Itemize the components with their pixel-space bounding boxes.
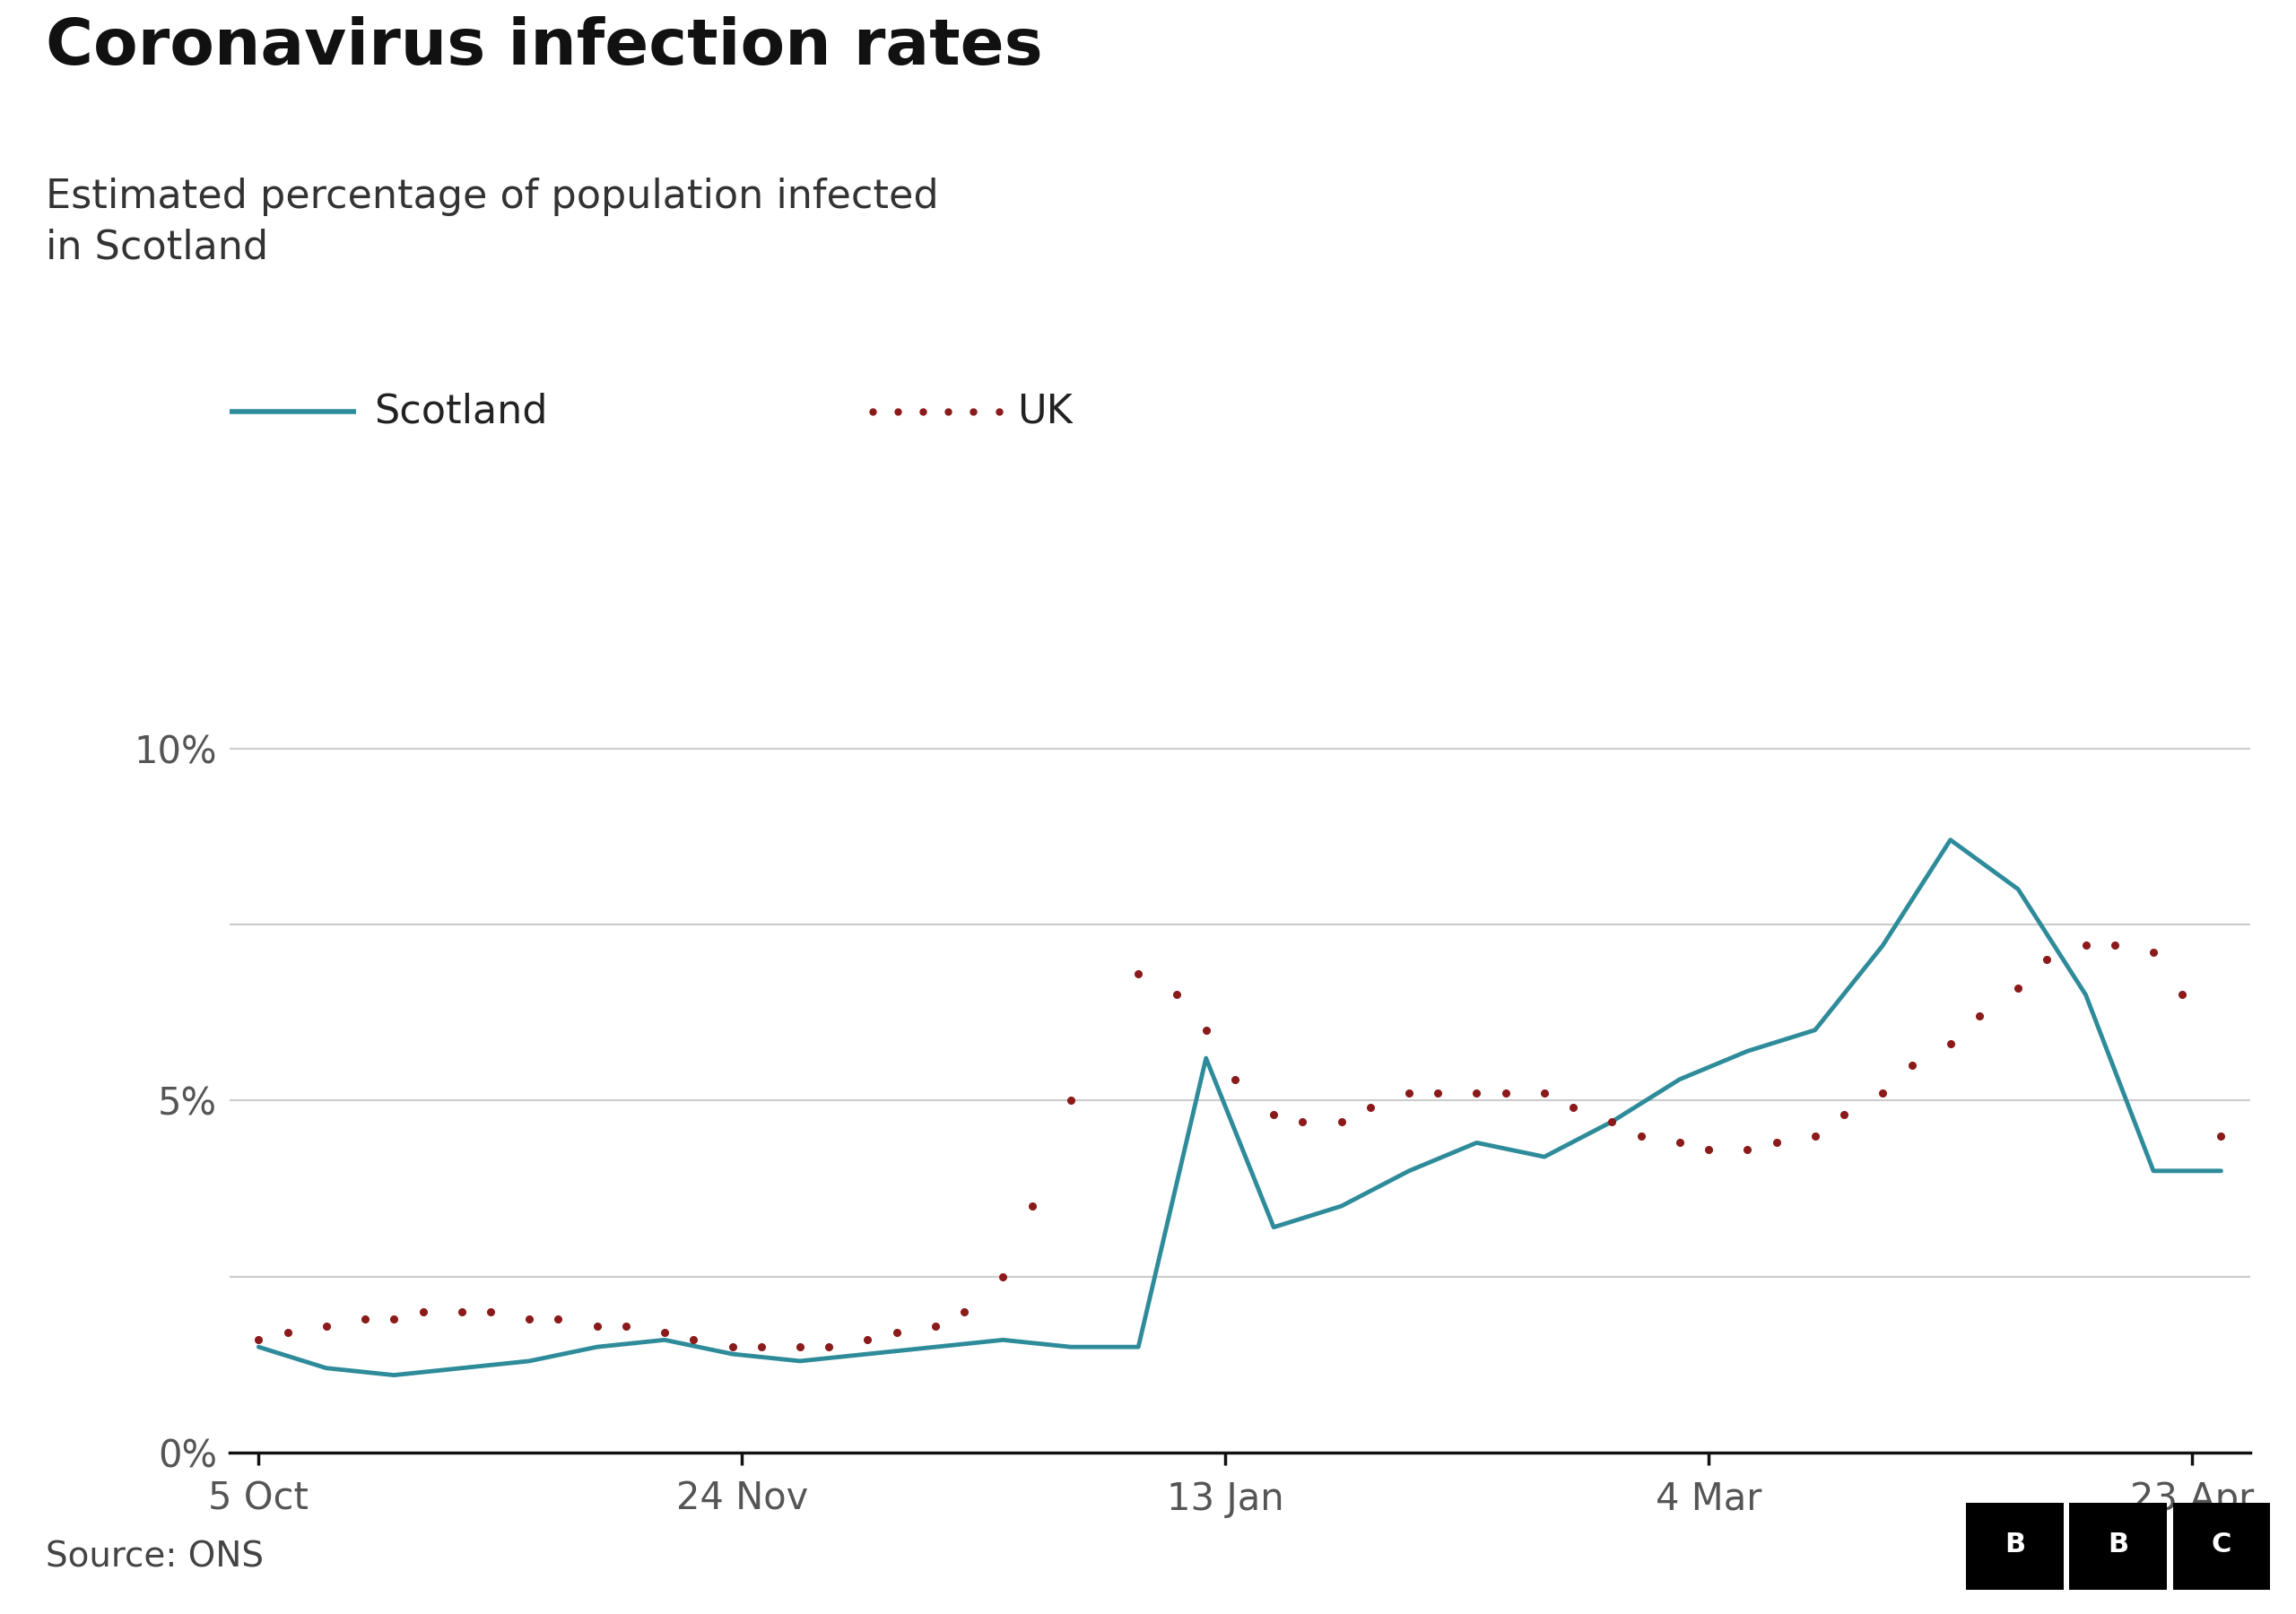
FancyBboxPatch shape <box>1965 1503 2064 1590</box>
Text: UK: UK <box>1017 392 1072 431</box>
Text: Source: ONS: Source: ONS <box>46 1540 264 1574</box>
Text: C: C <box>2211 1532 2232 1558</box>
Text: Coronavirus infection rates: Coronavirus infection rates <box>46 16 1042 77</box>
Text: Scotland: Scotland <box>374 392 549 431</box>
Text: Estimated percentage of population infected
in Scotland: Estimated percentage of population infec… <box>46 178 939 266</box>
FancyBboxPatch shape <box>2069 1503 2167 1590</box>
FancyBboxPatch shape <box>2172 1503 2271 1590</box>
Text: B: B <box>2004 1532 2025 1558</box>
Text: B: B <box>2108 1532 2128 1558</box>
